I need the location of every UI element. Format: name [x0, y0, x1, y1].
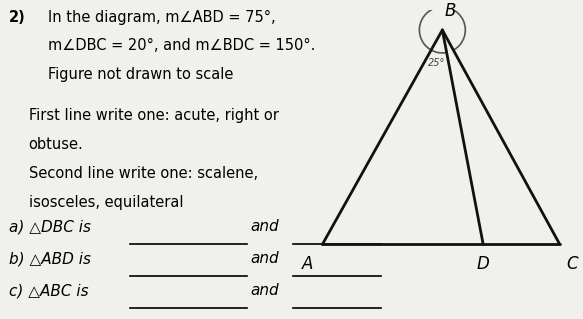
- Text: Second line write one: scalene,: Second line write one: scalene,: [29, 166, 258, 181]
- Text: In the diagram, m∠ABD = 75°,: In the diagram, m∠ABD = 75°,: [48, 10, 276, 25]
- Text: obtuse.: obtuse.: [29, 137, 83, 152]
- Text: a) △DBC is: a) △DBC is: [9, 219, 91, 234]
- Text: b) △ABD is: b) △ABD is: [9, 251, 91, 266]
- Text: 25°: 25°: [429, 58, 446, 68]
- Text: 2): 2): [9, 10, 26, 25]
- Text: and: and: [251, 251, 279, 266]
- Text: isosceles, equilateral: isosceles, equilateral: [29, 195, 183, 210]
- Text: m∠DBC = 20°, and m∠BDC = 150°.: m∠DBC = 20°, and m∠BDC = 150°.: [48, 38, 315, 53]
- Text: First line write one: acute, right or: First line write one: acute, right or: [29, 108, 279, 123]
- Text: Figure not drawn to scale: Figure not drawn to scale: [48, 67, 234, 82]
- Text: c) △ABC is: c) △ABC is: [9, 283, 89, 298]
- Text: B: B: [444, 2, 456, 20]
- Text: A: A: [301, 255, 313, 272]
- Text: D: D: [477, 255, 490, 272]
- Text: and: and: [251, 283, 279, 298]
- Text: C: C: [567, 255, 578, 272]
- Text: and: and: [251, 219, 279, 234]
